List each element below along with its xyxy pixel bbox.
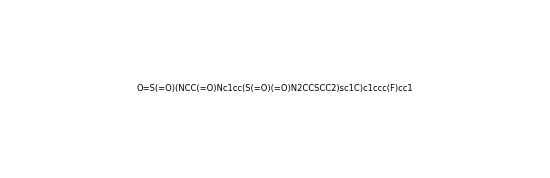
Text: O=S(=O)(NCC(=O)Nc1cc(S(=O)(=O)N2CCSCC2)sc1C)c1ccc(F)cc1: O=S(=O)(NCC(=O)Nc1cc(S(=O)(=O)N2CCSCC2)s… (137, 85, 413, 93)
